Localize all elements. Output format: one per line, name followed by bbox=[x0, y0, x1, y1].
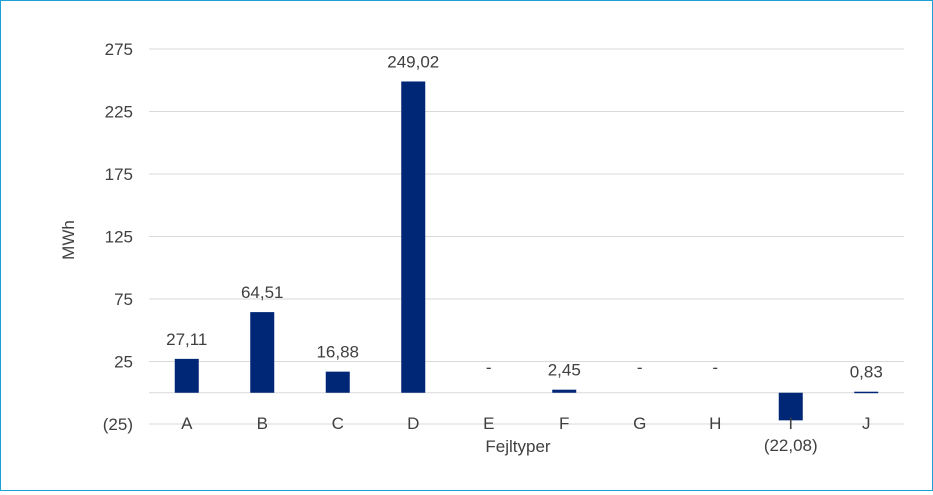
data-label-d: 249,02 bbox=[387, 52, 439, 71]
data-label-e: - bbox=[486, 358, 492, 377]
x-tick-label: F bbox=[559, 414, 569, 433]
y-tick-label: 125 bbox=[105, 228, 133, 247]
x-axis-ticks: A B C D E F G H I J bbox=[181, 414, 870, 433]
y-tick-label: (25) bbox=[103, 415, 133, 434]
x-tick-label: E bbox=[483, 414, 494, 433]
y-axis-title: MWh bbox=[59, 220, 78, 260]
x-tick-label: H bbox=[709, 414, 721, 433]
y-tick-label: 75 bbox=[114, 290, 133, 309]
data-label-i: (22,08) bbox=[764, 436, 818, 455]
data-label-g: - bbox=[637, 358, 643, 377]
data-label-b: 64,51 bbox=[241, 283, 284, 302]
x-tick-label: G bbox=[633, 414, 646, 433]
x-tick-label: J bbox=[862, 414, 871, 433]
data-label-a: 27,11 bbox=[166, 330, 207, 349]
bar-f bbox=[552, 389, 577, 393]
x-tick-label: C bbox=[332, 414, 344, 433]
bars bbox=[174, 81, 879, 421]
y-tick-label: 275 bbox=[105, 40, 133, 59]
x-tick-label: A bbox=[181, 414, 193, 433]
bar-c bbox=[325, 371, 350, 393]
bar-b bbox=[250, 312, 275, 393]
y-axis-ticks: (25) 25 75 125 175 225 275 bbox=[103, 40, 133, 434]
y-tick-label: 25 bbox=[114, 353, 133, 372]
bar-a bbox=[174, 358, 199, 393]
data-label-h: - bbox=[712, 358, 718, 377]
bar-j bbox=[854, 391, 879, 394]
bar-d bbox=[401, 81, 426, 393]
x-tick-label: B bbox=[257, 414, 268, 433]
x-axis-title: Fejltyper bbox=[485, 437, 551, 456]
gridlines bbox=[149, 48, 904, 425]
y-tick-label: 175 bbox=[105, 165, 133, 184]
data-label-f: 2,45 bbox=[548, 361, 581, 380]
x-tick-label: I bbox=[788, 414, 793, 433]
data-label-c: 16,88 bbox=[316, 343, 359, 362]
y-tick-label: 225 bbox=[105, 103, 133, 122]
data-labels: 27,11 64,51 16,88 249,02 - 2,45 - - (22,08) 0,83 bbox=[166, 52, 883, 455]
data-label-j: 0,83 bbox=[850, 363, 883, 382]
x-tick-label: D bbox=[407, 414, 419, 433]
bar-i bbox=[778, 392, 803, 421]
